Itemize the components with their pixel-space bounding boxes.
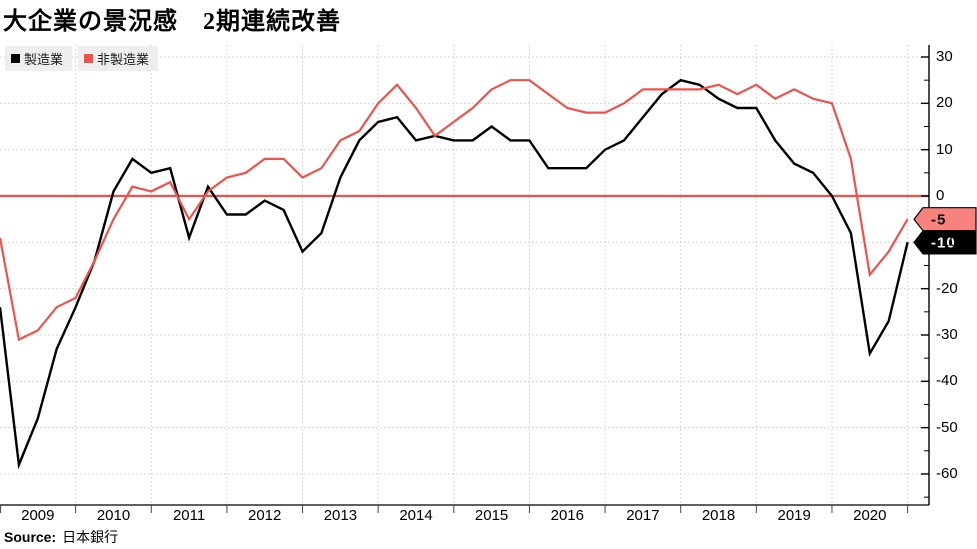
series-line-manufacturing <box>0 78 909 470</box>
x-tick-label: 2016 <box>550 507 584 524</box>
source-line: Source: 日本銀行 <box>4 527 118 547</box>
x-tick-label: 2012 <box>248 507 282 524</box>
source-text: 日本銀行 <box>62 531 119 546</box>
x-tick-label: 2013 <box>323 507 358 524</box>
nonmanufacturing-swatch-icon <box>84 54 94 63</box>
y-tick-label: 30 <box>936 48 953 65</box>
badge-manufacturing <box>913 230 977 255</box>
badge-value: -10 <box>931 235 956 252</box>
y-tick-label: -50 <box>936 418 958 436</box>
source-label: Source: <box>4 529 57 545</box>
legend-label-manufacturing: 製造業 <box>24 52 64 67</box>
y-tick-label: 20 <box>936 94 953 112</box>
legend-item-nonmanufacturing: 非製造業 <box>78 46 159 71</box>
legend-label-nonmanufacturing: 非製造業 <box>97 52 150 67</box>
manufacturing-swatch-icon <box>11 54 20 63</box>
x-tick-label: 2014 <box>399 507 433 524</box>
y-tick-label: 0 <box>936 187 945 204</box>
x-tick-label: 2010 <box>96 507 131 524</box>
x-tick-label: 2009 <box>21 507 55 524</box>
x-tick-label: 2019 <box>777 507 811 524</box>
legend: 製造業 非製造業 <box>5 46 159 71</box>
x-tick-label: 2015 <box>474 507 509 524</box>
chart-title: 大企業の景況感 2期連続改善 <box>3 9 341 35</box>
y-tick-label: -60 <box>936 465 958 482</box>
x-tick-label: 2011 <box>172 507 206 524</box>
x-tick-label: 2020 <box>853 507 887 524</box>
series-line-nonmanufacturing <box>0 79 909 342</box>
x-tick-label: 2018 <box>701 507 736 524</box>
y-tick-label: -10 <box>936 233 958 251</box>
badge-value: -5 <box>931 211 946 228</box>
y-tick-label: -20 <box>936 279 958 297</box>
y-tick-label: -30 <box>936 326 958 343</box>
y-tick-label: 10 <box>936 140 953 158</box>
badge-nonmanufacturing <box>913 207 977 232</box>
y-tick-label: -40 <box>936 372 958 390</box>
x-tick-label: 2017 <box>626 507 660 524</box>
legend-item-manufacturing: 製造業 <box>5 46 73 71</box>
